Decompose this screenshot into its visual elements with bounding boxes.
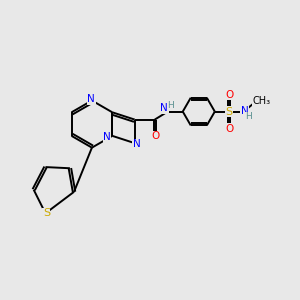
Text: N: N (103, 132, 111, 142)
Text: N: N (87, 94, 95, 104)
Text: N: N (241, 106, 248, 116)
Text: H: H (246, 112, 252, 121)
Text: S: S (226, 106, 233, 117)
Text: S: S (43, 208, 50, 218)
Text: O: O (225, 90, 234, 100)
Text: CH₃: CH₃ (252, 96, 270, 106)
Text: O: O (225, 124, 234, 134)
Text: N: N (133, 139, 141, 149)
Text: N: N (160, 103, 168, 113)
Text: H: H (167, 100, 174, 109)
Text: O: O (151, 131, 159, 141)
